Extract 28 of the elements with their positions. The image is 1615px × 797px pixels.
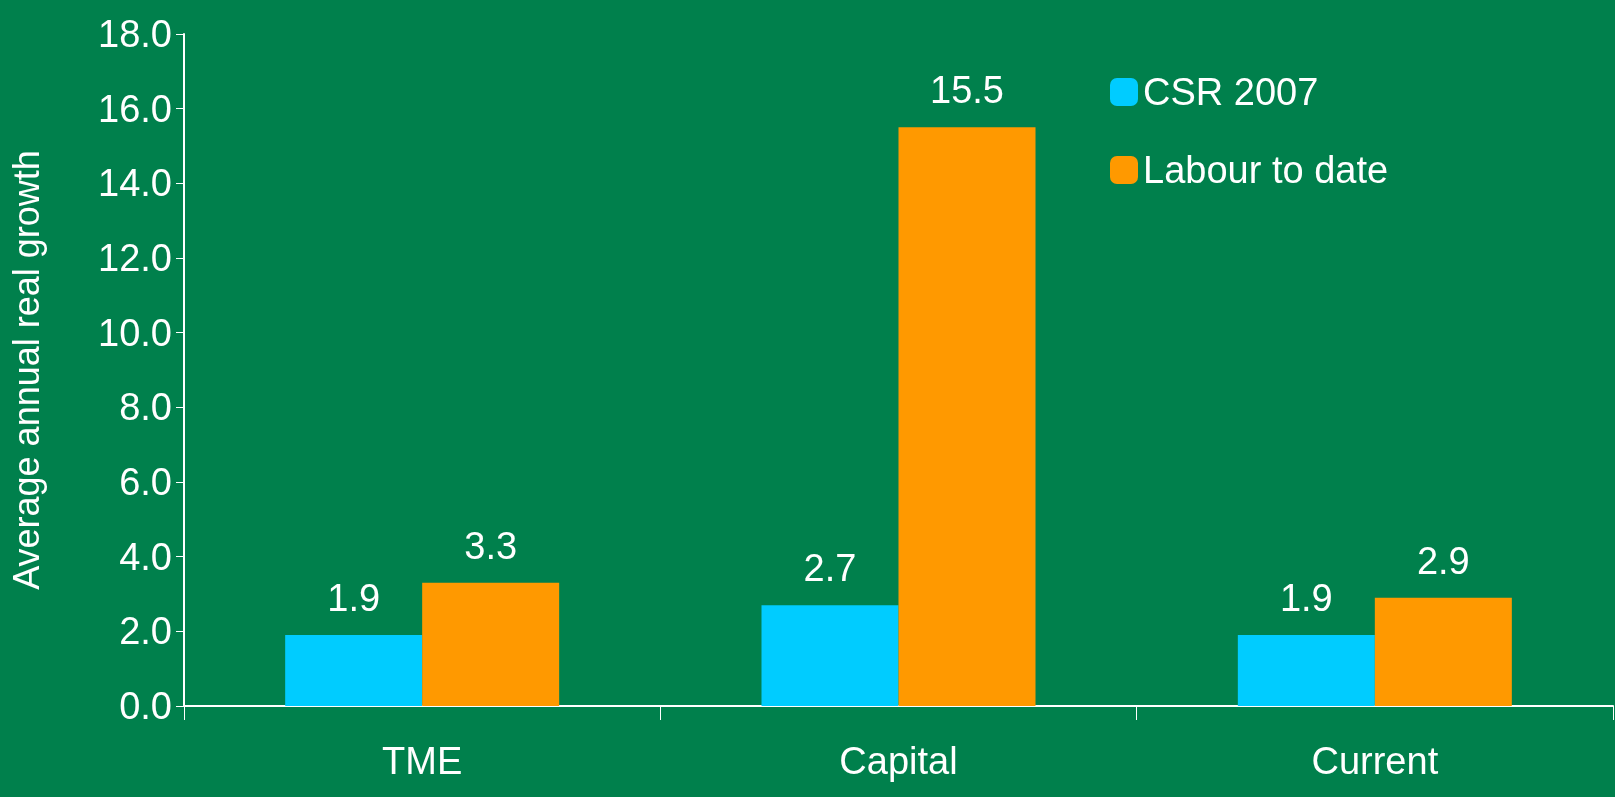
bar	[1237, 635, 1375, 706]
x-tick-label: Capital	[839, 740, 958, 782]
data-label: 1.9	[1279, 577, 1333, 620]
bar	[422, 582, 560, 706]
x-tick-label: TME	[382, 740, 463, 782]
y-tick-label: 12.0	[98, 237, 172, 279]
bar	[1374, 597, 1512, 706]
legend-label: Labour to date	[1143, 149, 1389, 191]
y-tick-label: 6.0	[119, 461, 172, 503]
data-label: 15.5	[930, 69, 1004, 112]
y-tick-label: 16.0	[98, 87, 172, 130]
y-tick-label: 4.0	[119, 535, 172, 578]
data-label: 3.3	[464, 524, 518, 567]
y-tick-label: 18.0	[98, 13, 172, 55]
y-tick-label: 14.0	[98, 162, 172, 205]
y-tick-label: 0.0	[119, 685, 172, 727]
bar	[898, 127, 1036, 706]
data-label: 2.9	[1416, 539, 1470, 582]
data-label: 2.7	[803, 547, 857, 590]
bar	[761, 605, 899, 706]
y-tick-label: 10.0	[98, 311, 172, 354]
y-tick-label: 2.0	[119, 610, 172, 653]
x-tick-label: Current	[1311, 740, 1439, 782]
y-tick-label: 8.0	[119, 386, 172, 429]
bar	[285, 635, 423, 706]
legend-label: CSR 2007	[1143, 71, 1319, 113]
y-axis-title: Average annual real growth	[5, 150, 47, 590]
data-label: 1.9	[327, 577, 381, 620]
